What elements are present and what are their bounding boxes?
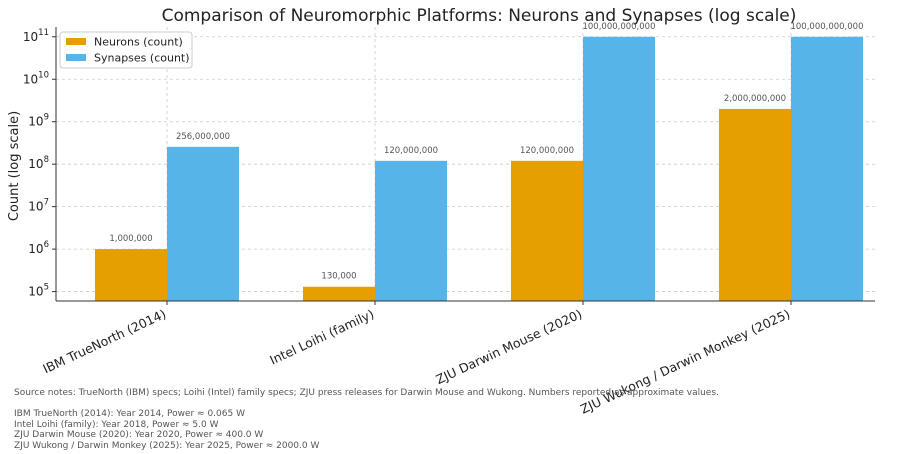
bar-synapses (791, 36, 863, 301)
bar-synapses (375, 160, 447, 301)
chart-title: Comparison of Neuromorphic Platforms: Ne… (162, 6, 797, 26)
bar-value-label: 100,000,000,000 (582, 22, 655, 32)
bar-synapses (583, 36, 655, 301)
y-tick-label: 105 (28, 283, 49, 299)
bar-value-label: 120,000,000 (384, 146, 438, 156)
bar-value-label: 120,000,000 (520, 146, 574, 156)
y-tick-label: 1010 (23, 70, 49, 86)
bar-neurons (511, 160, 583, 301)
platform-note: ZJU Wukong / Darwin Monkey (2025): Year … (14, 440, 320, 451)
platform-note: Intel Loihi (family): Year 2018, Power ≈… (14, 419, 219, 430)
y-axis-ticks: 105 106 107 108 109 1010 1011 (23, 27, 57, 301)
source-note: Source notes: TrueNorth (IBM) specs; Loi… (14, 388, 719, 398)
legend-label-neurons: Neurons (count) (94, 36, 183, 49)
legend-frame (59, 31, 193, 69)
bar-value-label: 256,000,000 (176, 132, 230, 142)
bar-synapses (167, 146, 239, 301)
y-tick-label: 109 (28, 113, 49, 129)
y-tick-label: 1011 (23, 28, 49, 44)
platform-note: ZJU Darwin Mouse (2020): Year 2020, Powe… (14, 430, 264, 441)
bar-value-label: 1,000,000 (109, 234, 152, 244)
x-tick-label: ZJU Darwin Mouse (2020) (433, 306, 584, 387)
source-notes: Source notes: TrueNorth (IBM) specs; Loi… (14, 388, 719, 452)
x-tick-label: Intel Loihi (family) (267, 306, 376, 367)
bar-value-label: 100,000,000,000 (790, 22, 863, 32)
bar-neurons (719, 108, 791, 302)
bars (95, 36, 863, 302)
bar-neurons (303, 286, 375, 301)
y-tick-label: 106 (28, 240, 49, 256)
platform-note: IBM TrueNorth (2014): Year 2014, Power ≈… (14, 409, 245, 420)
y-tick-label: 108 (28, 155, 49, 171)
bar-value-label: 2,000,000,000 (724, 94, 786, 104)
bar-value-label: 130,000 (321, 272, 356, 282)
legend-swatch-synapses (66, 54, 86, 61)
legend: Neurons (count) Synapses (count) (59, 31, 193, 69)
x-tick-label: IBM TrueNorth (2014) (40, 306, 168, 376)
y-axis-label: Count (log scale) (7, 111, 22, 221)
y-tick-label: 107 (28, 198, 49, 214)
bar-labels: 1,000,000 130,000 120,000,000 2,000,000,000… (109, 22, 863, 282)
legend-label-synapses: Synapses (count) (94, 52, 190, 65)
bar-neurons (95, 249, 167, 301)
legend-swatch-neurons (66, 38, 86, 45)
